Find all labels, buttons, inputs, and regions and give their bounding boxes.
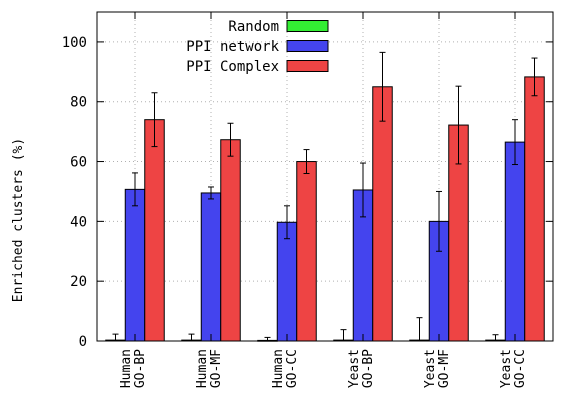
legend-label: PPI network: [186, 39, 279, 55]
legend-swatch: [286, 60, 329, 72]
x-tick-label: GO-MF: [437, 349, 452, 388]
x-tick-label: Human: [119, 349, 134, 388]
y-tick-label: 60: [70, 155, 87, 171]
x-tick-label: Yeast: [423, 349, 438, 388]
error-bars: [112, 51, 538, 342]
y-tick-label: 20: [70, 274, 87, 290]
x-tick-label: Yeast: [499, 349, 514, 388]
legend-swatch: [286, 20, 329, 32]
x-tick-label: Human: [271, 349, 286, 388]
bar: [124, 188, 146, 342]
x-tick-label: Yeast: [347, 349, 362, 388]
plot-frame: [96, 11, 554, 342]
bar: [144, 119, 165, 342]
y-tick-label: 80: [70, 95, 87, 111]
bar: [276, 221, 298, 342]
y-axis-label: Enriched clusters (%): [11, 138, 26, 302]
bar: [524, 76, 545, 342]
x-tick-label: Human: [195, 349, 210, 388]
bar: [504, 141, 526, 342]
legend-label: PPI Complex: [186, 59, 279, 75]
bar: [200, 192, 222, 342]
y-tick-label: 0: [79, 334, 87, 350]
bar: [296, 161, 317, 342]
y-tick-label: 100: [62, 35, 87, 51]
y-tick-label: 40: [70, 214, 87, 230]
x-tick-label: GO-BP: [361, 349, 376, 388]
x-tick-label: GO-CC: [285, 349, 300, 388]
bar: [220, 139, 241, 342]
legend-label: Random: [228, 19, 279, 35]
bars: [105, 76, 545, 342]
legend-swatch: [286, 40, 329, 52]
x-tick-label: GO-BP: [133, 349, 148, 388]
legend: Random PPI network PPI Complex: [186, 19, 329, 75]
x-tick-label: GO-MF: [209, 349, 224, 388]
x-tick-label: GO-CC: [513, 349, 528, 388]
bar: [372, 86, 393, 342]
